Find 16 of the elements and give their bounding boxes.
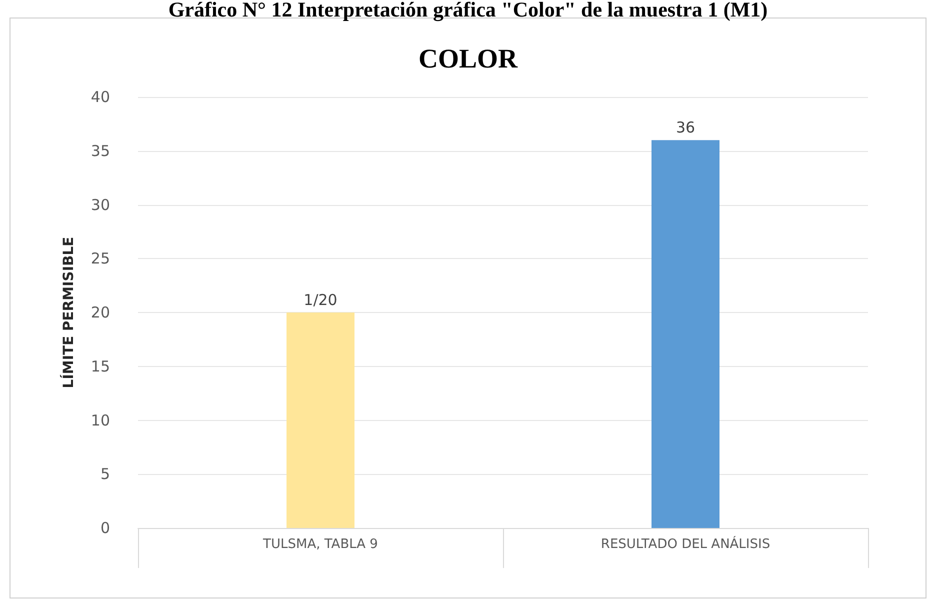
y-tick-label: 40 bbox=[90, 88, 110, 106]
y-axis-title: LÍMITE PERMISIBLE bbox=[60, 236, 77, 388]
y-tick-label: 15 bbox=[90, 357, 110, 376]
chart-subtitle: COLOR bbox=[418, 44, 518, 74]
y-tick-label: 0 bbox=[100, 519, 110, 537]
y-tick-label: 5 bbox=[100, 465, 110, 484]
data-label: 36 bbox=[676, 118, 696, 137]
chart-title: Gráfico N° 12 Interpretación gráfica "Color" de la muestra 1 (M1) bbox=[168, 0, 768, 22]
y-tick-label: 25 bbox=[90, 250, 110, 268]
data-label: 1/20 bbox=[304, 291, 338, 309]
y-tick-label: 10 bbox=[90, 411, 110, 430]
y-tick-label: 20 bbox=[90, 304, 110, 322]
x-tick-label: RESULTADO DEL ANÁLISIS bbox=[600, 535, 770, 552]
x-tick-label: TULSMA, TABLA 9 bbox=[262, 537, 378, 552]
y-tick-label: 35 bbox=[90, 142, 110, 160]
y-tick-label: 30 bbox=[90, 196, 110, 214]
